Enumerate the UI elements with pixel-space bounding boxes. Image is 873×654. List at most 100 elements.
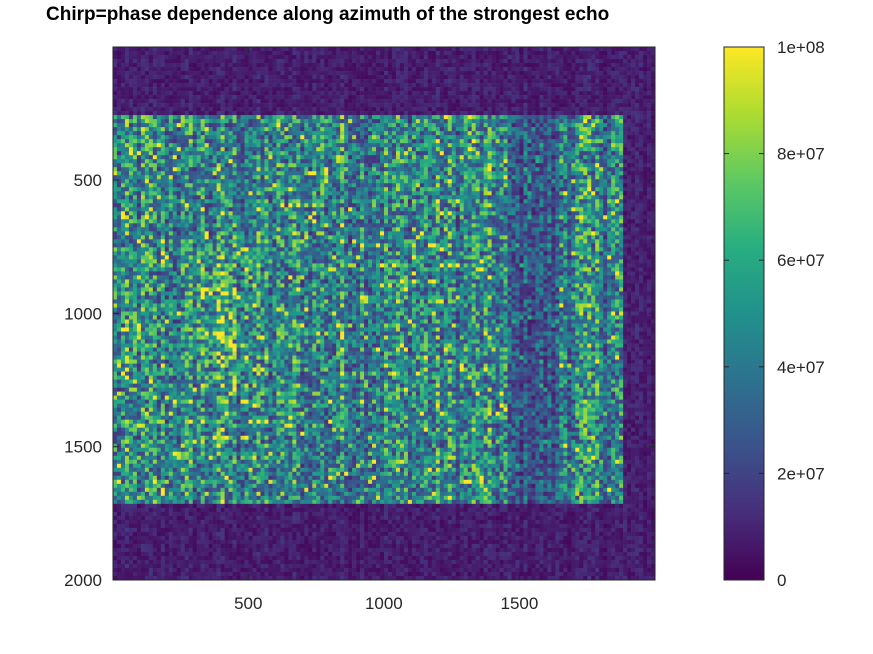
heatmap-cell [543,47,547,51]
heatmap-cell [332,87,336,91]
heatmap-cell [272,79,276,83]
heatmap-cell [579,75,583,79]
heatmap-cell [527,91,531,95]
heatmap-cell [627,79,631,83]
heatmap-cell [599,91,603,95]
heatmap-cell [555,91,559,95]
heatmap-cell [209,91,213,95]
heatmap-cell [316,63,320,67]
heatmap-cell [444,79,448,83]
heatmap-cell [308,99,312,103]
heatmap-cell [276,91,280,95]
heatmap-cell [348,51,352,55]
heatmap-cell [384,91,388,95]
heatmap-cell [352,59,356,63]
heatmap-cell [256,55,260,59]
heatmap-cell [512,75,516,79]
heatmap-cell [137,59,141,63]
heatmap-cell [492,55,496,59]
heatmap-cell [512,67,516,71]
heatmap-cell [225,47,229,51]
heatmap-cell [336,79,340,83]
heatmap-cell [392,47,396,51]
heatmap-cell [249,91,253,95]
heatmap-cell [348,79,352,83]
heatmap-cell [500,87,504,91]
heatmap-cell [567,87,571,91]
heatmap-cell [177,51,181,55]
heatmap-cell [488,67,492,71]
heatmap-cell [599,63,603,67]
heatmap-cell [364,87,368,91]
heatmap-cell [388,59,392,63]
heatmap-cell [492,87,496,91]
heatmap-cell [229,51,233,55]
heatmap-cell [328,79,332,83]
heatmap-cell [484,55,488,59]
heatmap-cell [488,47,492,51]
heatmap-cell [157,59,161,63]
heatmap-cell [153,59,157,63]
heatmap-cell [217,51,221,55]
heatmap-cell [328,95,332,99]
heatmap-cell [448,59,452,63]
heatmap-cell [468,67,472,71]
heatmap-cell [416,51,420,55]
heatmap-cell [121,55,125,59]
heatmap-cell [233,83,237,87]
heatmap-cell [225,79,229,83]
heatmap-cell [527,67,531,71]
heatmap-cell [523,71,527,75]
heatmap-cell [241,83,245,87]
heatmap-cell [165,47,169,51]
heatmap-cell [504,79,508,83]
heatmap-cell [396,95,400,99]
heatmap-cell [416,71,420,75]
heatmap-cell [304,71,308,75]
heatmap-cell [615,63,619,67]
heatmap-cell [209,79,213,83]
heatmap-cell [348,95,352,99]
heatmap-cell [272,99,276,103]
heatmap-cell [268,67,272,71]
heatmap-cell [268,99,272,103]
heatmap-cell [173,79,177,83]
heatmap-cell [623,71,627,75]
heatmap-cell [348,83,352,87]
heatmap-cell [599,87,603,91]
heatmap-cell [165,79,169,83]
heatmap-cell [280,79,284,83]
heatmap-cell [408,47,412,51]
heatmap-cell [412,87,416,91]
heatmap-cell [607,71,611,75]
heatmap-cell [631,71,635,75]
heatmap-cell [543,95,547,99]
heatmap-cell [567,91,571,95]
heatmap-cell [245,71,249,75]
heatmap-cell [452,91,456,95]
heatmap-cell [304,91,308,95]
heatmap-cell [229,67,233,71]
heatmap-cell [472,59,476,63]
heatmap-cell [627,75,631,79]
heatmap-cell [408,63,412,67]
heatmap-cell [193,79,197,83]
heatmap-cell [161,71,165,75]
heatmap-cell [209,83,213,87]
heatmap-cell [436,67,440,71]
heatmap-cell [249,67,253,71]
heatmap-cell [260,55,264,59]
heatmap-cell [221,67,225,71]
heatmap-cell [432,75,436,79]
heatmap-cell [535,83,539,87]
heatmap-cell [233,91,237,95]
heatmap-cell [555,51,559,55]
heatmap-cell [324,55,328,59]
heatmap-cell [229,47,233,51]
heatmap-cell [611,83,615,87]
heatmap-cell [611,95,615,99]
heatmap-cell [472,75,476,79]
heatmap-cell [217,95,221,99]
heatmap-cell [468,95,472,99]
heatmap-cell [125,55,129,59]
